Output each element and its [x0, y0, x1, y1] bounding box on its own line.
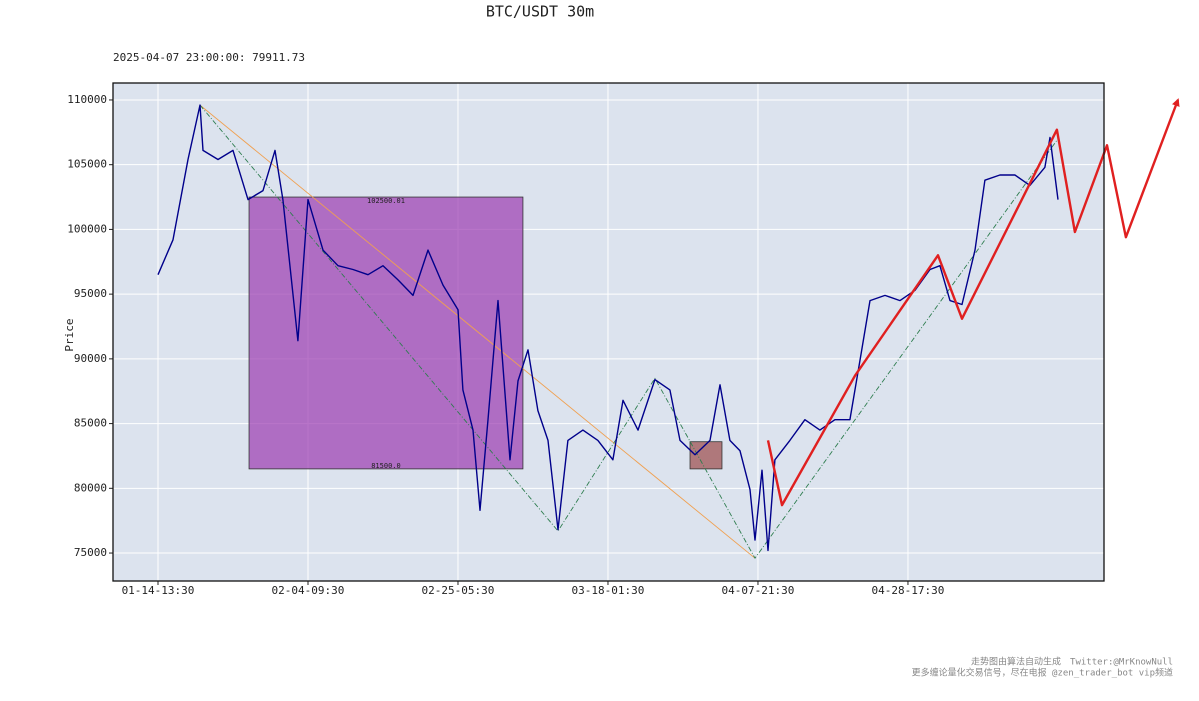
- x-tick-label: 02-25-05:30: [422, 584, 495, 597]
- zone-top-label: 102500.01: [367, 197, 405, 205]
- x-tick-label: 03-18-01:30: [572, 584, 645, 597]
- series-line: [199, 104, 1059, 559]
- x-tick-label: 02-04-09:30: [272, 584, 345, 597]
- y-tick-label: 95000: [74, 287, 107, 300]
- x-tick-label: 04-28-17:30: [872, 584, 945, 597]
- series-line: [766, 98, 1180, 507]
- chart-title: BTC/USDT 30m: [486, 3, 594, 21]
- zone-box: [248, 196, 524, 470]
- zone-bottom-label: 81500.0: [371, 462, 401, 470]
- series-line: [199, 104, 756, 559]
- plot-frame: [112, 82, 1105, 582]
- y-tick-label: 75000: [74, 546, 107, 559]
- series-line: [157, 104, 1059, 552]
- y-tick-label: 80000: [74, 481, 107, 494]
- footer-note: 走势图由算法自动生成 Twitter:@MrKnowNull: [971, 656, 1173, 668]
- y-tick-label: 110000: [67, 93, 107, 106]
- x-tick-label: 01-14-13:30: [122, 584, 195, 597]
- y-tick-label: 105000: [67, 158, 107, 171]
- y-tick-label: 90000: [74, 352, 107, 365]
- x-tick-label: 04-07-21:30: [722, 584, 795, 597]
- footer-note: 更多缠论量化交易信号，尽在电报 @zen_trader_bot vip频道: [912, 667, 1173, 679]
- y-axis-label: Price: [63, 318, 76, 351]
- y-tick-label: 100000: [67, 222, 107, 235]
- subtitle: 2025-04-07 23:00:00: 79911.73: [113, 51, 305, 64]
- y-tick-label: 85000: [74, 417, 107, 430]
